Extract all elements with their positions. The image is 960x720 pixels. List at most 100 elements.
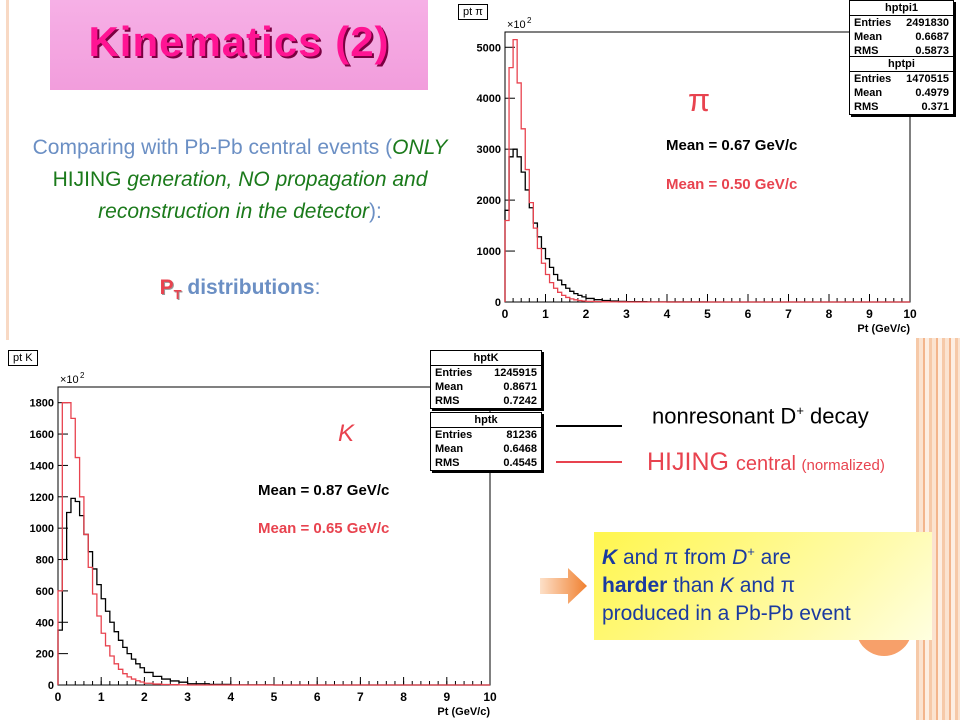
x-tick-label: 7 — [785, 307, 792, 321]
legend-central: central — [735, 453, 802, 475]
stats-box-hptpi1: hptpi1 Entries 2491830 Mean 0.6687 RMS 0.58… — [849, 0, 954, 59]
stats-label: RMS — [854, 101, 879, 113]
legend-text: HIJING — [647, 448, 736, 476]
intro-only: ONLY — [392, 136, 448, 159]
legend-label-nonresonant: nonresonant D+ decay — [652, 403, 869, 429]
intro-text: Comparing with Pb-Pb central events (ONL… — [20, 132, 460, 228]
conclusion-than: than — [667, 574, 720, 597]
stats-label: RMS — [854, 45, 879, 57]
y-multiplier-exponent: 2 — [80, 371, 85, 380]
y-tick-label: 1800 — [30, 398, 54, 410]
y-tick-label: 800 — [36, 555, 54, 567]
series-line-0 — [504, 148, 910, 303]
conclusion-produced: produced in a Pb-Pb event — [602, 602, 851, 625]
x-tick-label: 6 — [314, 690, 321, 704]
stats-label: Mean — [854, 31, 883, 43]
x-axis-label: Pt (GeV/c) — [437, 706, 490, 718]
y-tick-label: 1400 — [30, 460, 54, 472]
x-tick-label: 1 — [542, 307, 549, 321]
conclusion-and2: and — [733, 574, 781, 597]
y-multiplier-label: ×10 — [507, 19, 526, 31]
distributions-word: distributions — [181, 276, 315, 299]
stats-name: hptK — [431, 351, 541, 366]
histogram-label-k: pt K — [8, 350, 38, 366]
x-tick-label: 8 — [400, 690, 407, 704]
legend-tail: decay — [803, 403, 869, 429]
series-line-0 — [57, 497, 490, 686]
stats-name: hptpi — [850, 57, 953, 72]
x-tick-label: 1 — [98, 690, 105, 704]
y-tick-label: 1600 — [30, 429, 54, 441]
y-tick-label: 5000 — [477, 42, 501, 54]
x-tick-label: 2 — [141, 690, 148, 704]
legend-swatch-black — [556, 425, 622, 427]
mean-red-k: Mean = 0.65 GeV/c — [258, 520, 390, 537]
x-tick-label: 9 — [443, 690, 450, 704]
stats-value: 0.6468 — [503, 443, 537, 455]
stats-value: 1245915 — [494, 367, 537, 379]
intro-no-propagation: NO propagation and reconstruction in the… — [98, 168, 428, 223]
stats-value: 0.6687 — [915, 31, 949, 43]
conclusion-pi2: π — [780, 574, 796, 597]
stats-label: Mean — [435, 443, 464, 455]
conclusion-d-sup: + — [747, 544, 755, 559]
stats-label: Entries — [435, 367, 473, 379]
stats-label: Entries — [435, 429, 473, 441]
x-tick-label: 0 — [55, 690, 62, 704]
stats-value: 2491830 — [906, 17, 949, 29]
conclusion-box: K and π from D+ are harder than K and π … — [594, 532, 932, 640]
title-banner — [50, 0, 428, 90]
y-tick-label: 400 — [36, 617, 54, 629]
x-tick-label: 2 — [583, 307, 590, 321]
x-tick-label: 5 — [271, 690, 278, 704]
intro-generation: generation, — [127, 168, 233, 191]
intro-part-1: Comparing with Pb-Pb central events ( — [32, 136, 393, 159]
legend-label-hijing: HIJING central (normalized) — [647, 448, 885, 477]
y-tick-label: 3000 — [477, 144, 501, 156]
y-tick-label: 600 — [36, 586, 54, 598]
conclusion-d: D — [732, 546, 748, 569]
legend-text: nonresonant D — [652, 403, 797, 429]
stats-value: 0.7242 — [503, 395, 537, 407]
y-tick-label: 0 — [495, 297, 501, 309]
x-tick-label: 5 — [704, 307, 711, 321]
conclusion-are: are — [754, 546, 792, 569]
y-tick-label: 200 — [36, 649, 54, 661]
x-tick-label: 10 — [483, 690, 497, 704]
conclusion-pi: π — [663, 546, 679, 569]
mean-red-pi: Mean = 0.50 GeV/c — [666, 176, 798, 193]
conclusion-k: K — [602, 546, 618, 569]
histogram-label-pi: pt π — [458, 4, 488, 20]
kaon-pt-chart: 0 1 2 3 4 5 6 7 8 9 10 0 200 400 600 800 1000 1200 1400 160… — [30, 371, 497, 718]
stats-value: 0.4979 — [915, 87, 949, 99]
stats-box-hptpi: hptpi Entries 1470515 Mean 0.4979 RMS 0.371 — [849, 56, 954, 115]
stats-label: Mean — [854, 87, 883, 99]
x-tick-label: 3 — [623, 307, 630, 321]
pt-subscript: T — [173, 287, 182, 303]
decorative-left-line — [6, 0, 9, 340]
x-axis-label: Pt (GeV/c) — [857, 323, 910, 335]
x-tick-label: 3 — [184, 690, 191, 704]
pt-symbol: P — [159, 276, 174, 299]
x-tick-label: 7 — [357, 690, 364, 704]
mean-black-pi: Mean = 0.67 GeV/c — [666, 137, 798, 154]
x-tick-label: 10 — [903, 307, 917, 321]
arrow-right-icon — [540, 568, 587, 604]
stats-value: 0.5873 — [915, 45, 949, 57]
particle-label-k: K — [338, 420, 355, 447]
legend-swatch-red — [556, 461, 622, 463]
y-multiplier-exponent: 2 — [527, 16, 532, 25]
conclusion-and: and — [617, 546, 664, 569]
conclusion-k2: K — [719, 574, 734, 597]
stats-box-hptK: hptK Entries 1245915 Mean 0.8671 RMS 0.7242 — [430, 350, 542, 409]
y-tick-label: 0 — [48, 680, 54, 692]
page-title: Kinematics (2) — [88, 18, 390, 65]
series-line-1 — [57, 402, 490, 686]
y-tick-label: 4000 — [477, 93, 501, 105]
legend-sup: + — [796, 403, 804, 418]
stats-label: RMS — [435, 457, 460, 469]
particle-label-pi: π — [688, 82, 711, 118]
x-tick-label: 9 — [866, 307, 873, 321]
stats-name: hptk — [431, 413, 541, 428]
stats-value: 0.371 — [921, 101, 949, 113]
